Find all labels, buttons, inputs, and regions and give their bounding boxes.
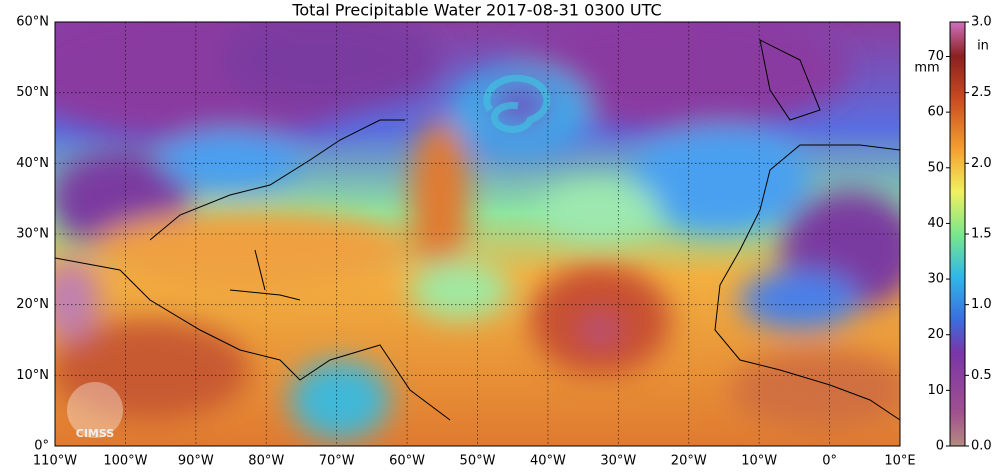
in-tick-label: 1.5	[971, 227, 992, 242]
lon-label: 90°W	[178, 454, 214, 469]
lat-label: 30°N	[16, 227, 49, 242]
mm-tick-label: 0	[936, 439, 944, 454]
mm-tick-label: 60	[927, 105, 944, 120]
tpw-image	[55, 22, 900, 446]
map-frame	[54, 21, 901, 447]
lon-label: 100°W	[103, 454, 147, 469]
in-tick-label: 0.5	[971, 368, 992, 383]
in-tick-label: 2.0	[971, 156, 992, 171]
mm-tick-label: 10	[927, 383, 944, 398]
lon-label: 10°E	[884, 454, 915, 469]
mm-tick-label: 20	[927, 327, 944, 342]
lat-label: 40°N	[16, 156, 49, 171]
lon-label: 20°W	[671, 454, 707, 469]
in-tick-label: 1.0	[971, 297, 992, 312]
title: Total Precipitable Water 2017-08-31 0300…	[291, 1, 661, 20]
lon-label: 40°W	[530, 454, 566, 469]
lon-label: 0°	[822, 454, 837, 469]
mm-unit: mm	[914, 61, 939, 76]
mm-tick-label: 30	[927, 272, 944, 287]
lat-label: 0°	[34, 439, 49, 454]
lat-label: 10°N	[16, 368, 49, 383]
logo: CIMSS	[67, 382, 123, 440]
lon-label: 80°W	[248, 454, 284, 469]
lat-label: 60°N	[16, 15, 49, 30]
lon-label: 30°W	[600, 454, 636, 469]
in-tick-label: 3.0	[971, 15, 992, 30]
lon-label: 50°W	[460, 454, 496, 469]
mm-tick-label: 70	[927, 49, 944, 64]
lon-label: 60°W	[389, 454, 425, 469]
lon-label: 110°W	[33, 454, 77, 469]
logo-text: CIMSS	[76, 427, 115, 440]
lat-label: 20°N	[16, 297, 49, 312]
mm-tick-label: 40	[927, 216, 944, 231]
mm-tick-label: 50	[927, 160, 944, 175]
colorbar	[949, 21, 966, 447]
in-tick-label: 0.0	[971, 439, 992, 454]
in-tick-label: 2.5	[971, 85, 992, 100]
lat-label: 50°N	[16, 85, 49, 100]
lon-label: 70°W	[319, 454, 355, 469]
in-unit: in	[977, 39, 989, 54]
lon-label: 10°W	[741, 454, 777, 469]
